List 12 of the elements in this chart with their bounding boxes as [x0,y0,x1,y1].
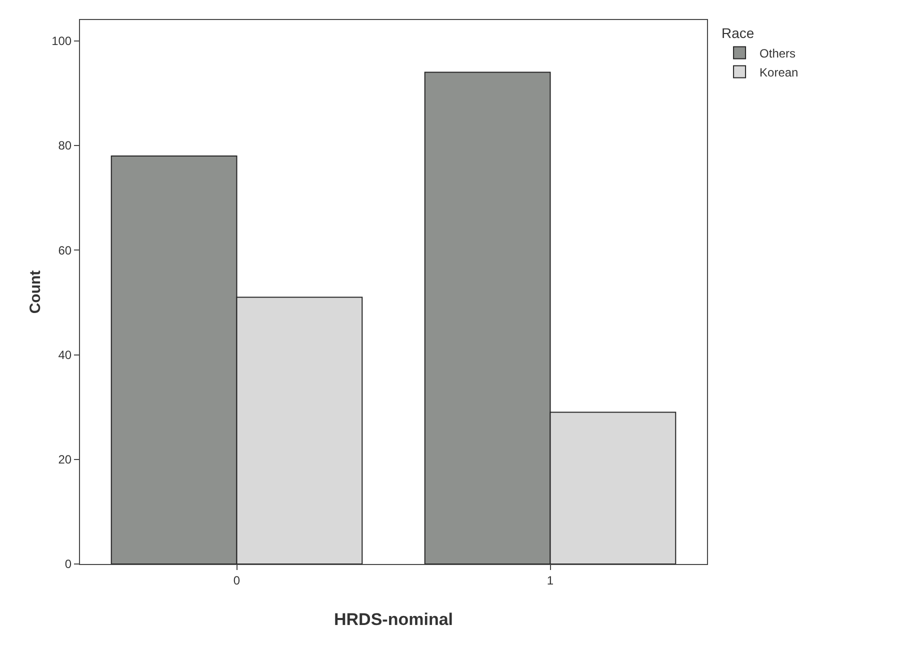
y-tick-label: 20 [58,452,72,467]
x-axis-title: HRDS-nominal [334,610,453,629]
y-axis-title: Count [27,270,44,314]
y-tick-label: 100 [52,34,72,48]
legend-label: Korean [760,65,798,80]
legend-title: Race [722,25,754,42]
y-tick-label: 40 [58,348,72,362]
legend-label: Others [760,46,796,60]
y-tick-label: 60 [58,243,72,258]
y-tick-label: 0 [64,557,72,572]
x-tick-label: 1 [546,573,554,588]
y-tick-label: 80 [58,138,72,153]
